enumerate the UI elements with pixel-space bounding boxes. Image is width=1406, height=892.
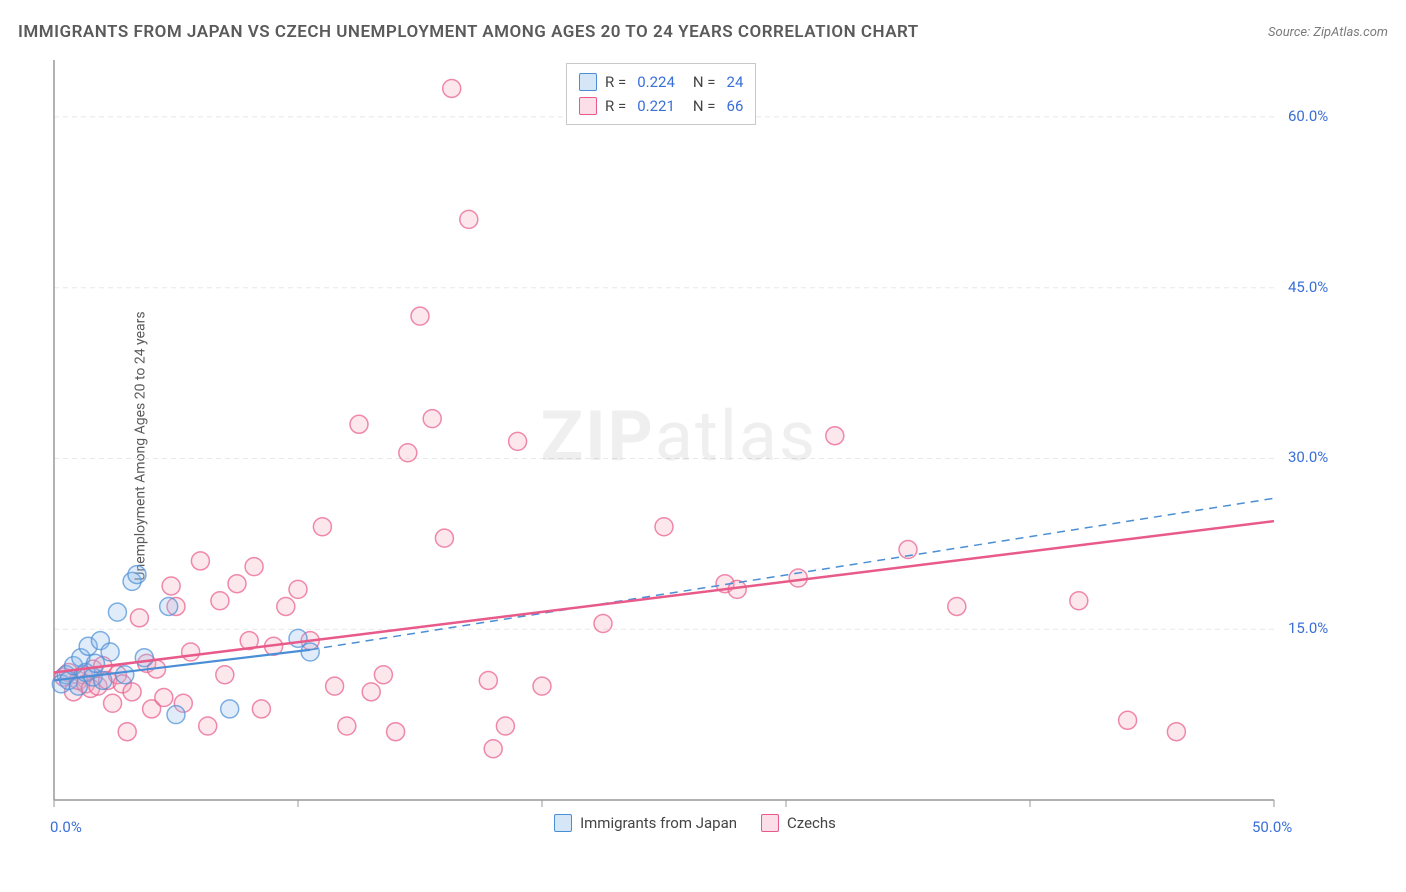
legend-swatch bbox=[761, 814, 779, 832]
y-tick-label: 60.0% bbox=[1288, 107, 1328, 125]
legend-n-label: N = bbox=[693, 94, 716, 118]
legend-n-label: N = bbox=[693, 70, 716, 94]
series-name: Czechs bbox=[787, 814, 836, 832]
plot-area: ZIPatlas15.0%30.0%45.0%60.0%0.0%50.0%R =… bbox=[50, 60, 1340, 820]
legend-row: R = 0.224 N = 24 bbox=[579, 70, 743, 94]
legend-swatch bbox=[579, 97, 597, 115]
series-legend: Immigrants from Japan Czechs bbox=[50, 814, 1340, 832]
title-bar: IMMIGRANTS FROM JAPAN VS CZECH UNEMPLOYM… bbox=[18, 22, 1388, 42]
series-legend-item: Czechs bbox=[761, 814, 836, 832]
y-tick-label: 45.0% bbox=[1288, 278, 1328, 296]
correlation-legend: R = 0.224 N = 24 R = 0.221 N = 66 bbox=[566, 63, 756, 125]
legend-swatch bbox=[554, 814, 572, 832]
chart-title: IMMIGRANTS FROM JAPAN VS CZECH UNEMPLOYM… bbox=[18, 22, 919, 42]
legend-n-value: 24 bbox=[727, 70, 744, 94]
legend-r-label: R = bbox=[605, 70, 626, 94]
legend-row: R = 0.221 N = 66 bbox=[579, 94, 743, 118]
legend-r-label: R = bbox=[605, 94, 626, 118]
source-attribution: Source: ZipAtlas.com bbox=[1268, 25, 1388, 40]
series-legend-item: Immigrants from Japan bbox=[554, 814, 737, 832]
y-tick-label: 30.0% bbox=[1288, 448, 1328, 466]
legend-n-value: 66 bbox=[727, 94, 744, 118]
legend-r-value: 0.221 bbox=[637, 94, 675, 118]
legend-r-value: 0.224 bbox=[637, 70, 675, 94]
chart-svg bbox=[50, 60, 1340, 820]
y-tick-label: 15.0% bbox=[1288, 619, 1328, 637]
series-name: Immigrants from Japan bbox=[580, 814, 737, 832]
legend-swatch bbox=[579, 73, 597, 91]
chart-container: IMMIGRANTS FROM JAPAN VS CZECH UNEMPLOYM… bbox=[0, 0, 1406, 892]
